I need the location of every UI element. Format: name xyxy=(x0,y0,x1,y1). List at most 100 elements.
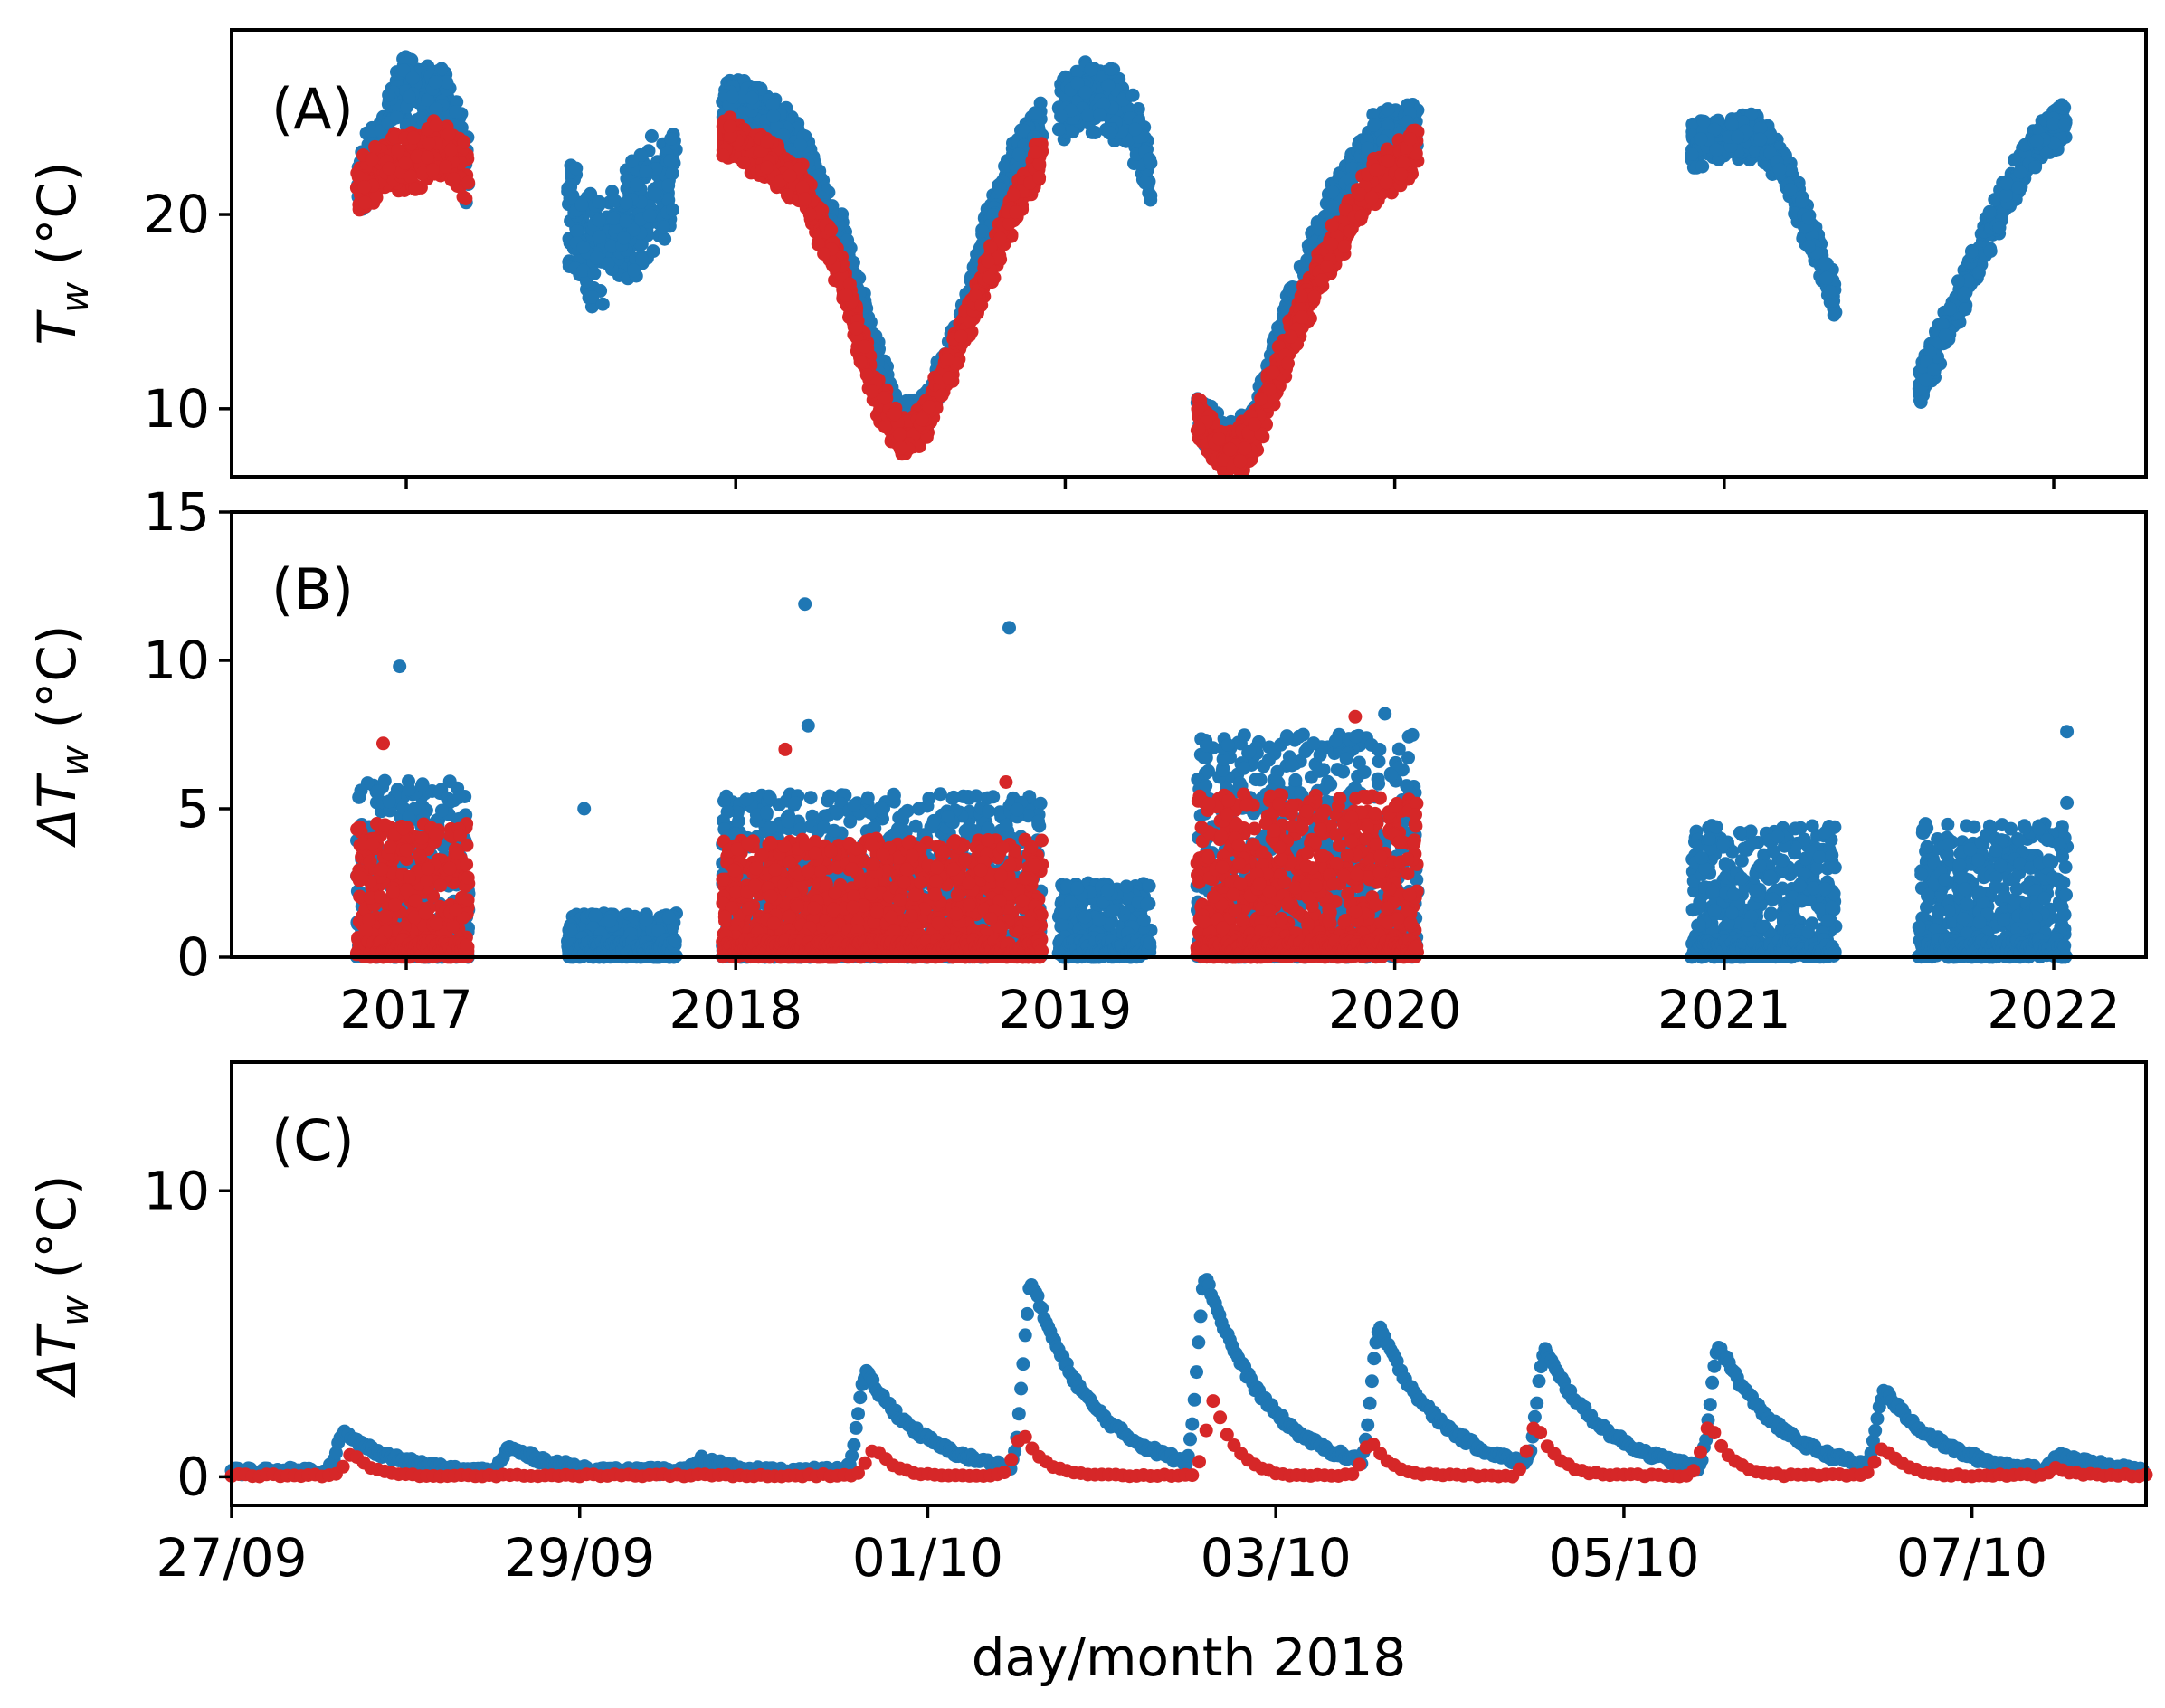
panel-a-red-point xyxy=(760,135,774,149)
panel-a-red-point xyxy=(974,298,989,312)
panel-a-blue-point xyxy=(629,177,643,192)
panel-a-blue-point xyxy=(639,165,653,178)
panel-a-red-point xyxy=(1028,145,1042,159)
panel-a-red-point xyxy=(1032,170,1047,185)
panel-a-red-point xyxy=(1002,216,1016,231)
panel-a-blue-point xyxy=(1992,221,2007,235)
panel-a-red-point xyxy=(1192,422,1206,436)
panel-a-blue-point xyxy=(404,52,418,67)
panel-a-red-point xyxy=(406,130,421,145)
panel-a-blue-point xyxy=(593,230,607,244)
panel-a-blue-point xyxy=(1078,85,1093,100)
panel-a-blue-point xyxy=(421,92,435,107)
panel-a-red-point xyxy=(420,150,434,165)
panel-a-red-point xyxy=(723,119,737,134)
panel-a-blue-point xyxy=(1143,152,1157,166)
panel-a-red-point xyxy=(839,288,853,302)
panel-a-red-point xyxy=(983,240,998,254)
panel-a-red-point xyxy=(368,139,382,154)
panel-a-blue-point xyxy=(1938,328,1952,343)
panel-a-blue-point xyxy=(1128,122,1143,137)
panel-a-red-point xyxy=(1032,157,1047,171)
panel-a-red-point xyxy=(795,180,810,195)
panel-a-red-point xyxy=(940,352,954,366)
panel-a-blue-point xyxy=(619,214,633,229)
panel-a-ylabel-sub: w xyxy=(52,281,97,313)
panel-a-red-point xyxy=(1320,260,1334,273)
panel-a-red-point xyxy=(824,223,839,237)
panel-a-red-point xyxy=(859,368,874,383)
panel-a-blue-point xyxy=(1104,62,1118,76)
panel-a-red-point xyxy=(1223,442,1238,457)
panel-a-blue-point xyxy=(570,224,584,238)
panel-a-blue-point xyxy=(606,211,621,225)
panel-a-blue-point xyxy=(1999,188,2013,203)
panel-a-red-point xyxy=(425,163,440,177)
panel-a-blue-point xyxy=(619,195,633,210)
panel-a-red-point xyxy=(1294,289,1308,303)
panel-a-red-point xyxy=(442,128,456,142)
panel-a-blue-point xyxy=(665,203,679,217)
panel-a-blue-point xyxy=(1772,162,1787,176)
panel-a-blue-point xyxy=(646,244,660,259)
panel-a-red-point xyxy=(893,441,907,455)
panel-a-blue-point xyxy=(434,62,449,76)
panel-a-blue-point xyxy=(576,240,591,254)
panel-a-blue-point xyxy=(642,208,657,223)
panel-a-red-point xyxy=(1262,383,1277,396)
panel-a-blue-point xyxy=(592,195,606,209)
panel-a-blue-point xyxy=(1080,109,1095,123)
panel-a-blue-point xyxy=(2008,153,2021,167)
panel-a-blue-point xyxy=(726,90,740,104)
panel-a-blue-point xyxy=(1367,118,1382,132)
panel-a-red-point xyxy=(1394,167,1409,182)
panel-a-blue-point xyxy=(1326,199,1341,214)
panel-a-blue-point xyxy=(1818,257,1832,271)
panel-a-red-point xyxy=(357,180,372,195)
panel-a-red-point xyxy=(922,400,936,413)
panel-a-red-point xyxy=(964,315,978,328)
panel-a-red-point xyxy=(1364,190,1379,204)
panel-a-red-point xyxy=(444,143,458,157)
panel-a-blue-point xyxy=(604,239,619,253)
panel-a-blue-point xyxy=(1795,194,1809,208)
panel-a-red-point xyxy=(1325,218,1339,232)
panel-a-red-point xyxy=(391,143,405,157)
panel-a-blue-point xyxy=(1724,117,1739,131)
panel-a-red-point xyxy=(1281,356,1295,371)
panel-a-blue-point xyxy=(648,187,662,201)
panel-a-blue-point xyxy=(1709,143,1723,157)
panel-a-blue-point xyxy=(1801,211,1816,225)
panel-a-blue-point xyxy=(2013,165,2027,179)
panel-a-blue-point xyxy=(402,90,416,104)
panel-a-red-point xyxy=(358,195,372,210)
panel-a-red-point xyxy=(1211,432,1226,446)
panel-b-points xyxy=(349,597,2075,964)
panel-a-blue-point xyxy=(576,263,591,278)
panel-a-blue-point xyxy=(627,263,641,278)
panel-a-red-point xyxy=(915,413,929,427)
panel-a-blue-point xyxy=(993,182,1007,196)
panel-a-blue-point xyxy=(1084,62,1098,77)
panel-a-red-point xyxy=(736,156,751,170)
panel-a-blue-point xyxy=(1696,114,1711,128)
panel-a-ylabel-unit: (°C) xyxy=(26,162,88,282)
panel-a-blue-point xyxy=(1753,132,1768,147)
panel-a-frame xyxy=(230,28,2148,479)
panel-a-blue-point xyxy=(1958,302,1972,317)
panel-a-blue-point xyxy=(1819,270,1834,285)
panel-a-blue-point xyxy=(1694,132,1708,147)
panel-a-blue-point xyxy=(608,194,622,208)
panel-a-blue-point xyxy=(625,154,640,168)
panel-a-blue-point xyxy=(766,109,781,123)
panel-a-blue-point xyxy=(1942,301,1957,316)
panel-a-blue-point xyxy=(1913,395,1928,409)
panel-a-blue-point xyxy=(1051,122,1066,137)
panel-a-ylabel: Tw (°C) xyxy=(26,162,97,346)
panel-a-red-point xyxy=(798,192,812,206)
panel-a-blue-point xyxy=(1823,285,1837,299)
panel-a-blue-point xyxy=(1801,240,1816,254)
